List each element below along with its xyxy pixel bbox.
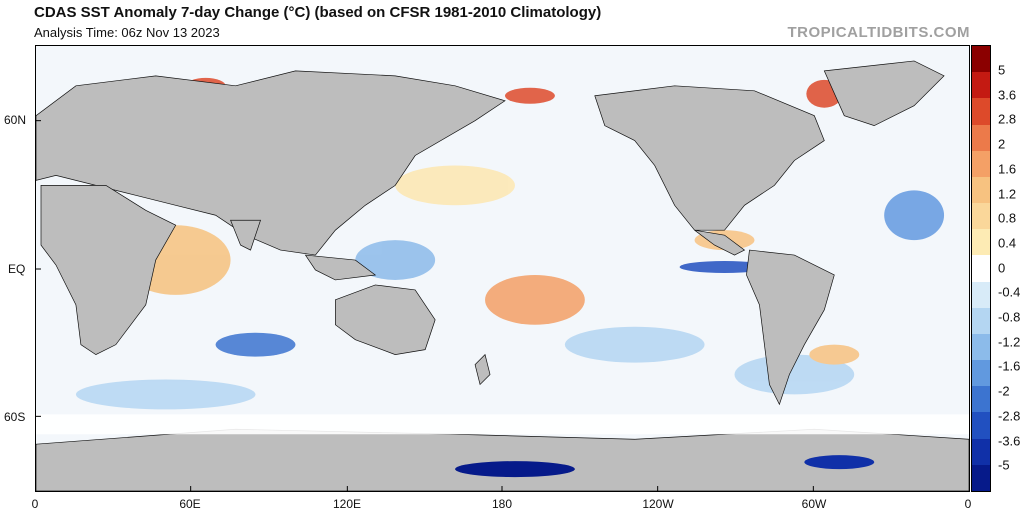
colorbar-tick-label: -2.8 <box>998 408 1021 424</box>
lon-label-120w: 120W <box>642 497 674 511</box>
colorbar-segment <box>972 438 990 466</box>
colorbar-segment <box>972 229 990 256</box>
colorbar-tick-label: -2 <box>998 383 1010 399</box>
colorbar-segment <box>972 98 990 126</box>
weddell-anomaly <box>804 455 875 470</box>
colorbar-segment <box>972 124 990 152</box>
colorbar-tick-label: 1.2 <box>998 186 1017 201</box>
colorbar-segment <box>972 150 990 178</box>
colorbar-tick-label: 0.8 <box>998 210 1017 226</box>
colorbar-tick-label: -1.2 <box>998 334 1021 350</box>
colorbar-tick-label: -1.6 <box>998 358 1021 374</box>
anomaly-field <box>75 77 945 410</box>
colorbar-tick-label: 0.4 <box>998 235 1017 251</box>
colorbar-tick-label: 5 <box>998 62 1006 78</box>
sst-anomaly-map <box>35 45 970 492</box>
colorbar-tick-label: 2 <box>998 136 1006 152</box>
colorbar-tick-label: -0.4 <box>998 284 1021 300</box>
colorbar-segment <box>972 333 990 361</box>
analysis-time: Analysis Time: 06z Nov 13 2023 <box>34 25 220 40</box>
lat-label-60s: 60S <box>4 410 26 424</box>
colorbar-tick-label: 2.8 <box>998 111 1017 127</box>
colorbar-segment <box>972 464 990 492</box>
colorbar-segment <box>972 176 990 204</box>
colorbar-segment <box>972 386 990 413</box>
colorbar-segment <box>972 46 990 73</box>
colorbar-segment <box>972 203 990 230</box>
colorbar-tick-label: -0.8 <box>998 309 1021 325</box>
map-title: CDAS SST Anomaly 7-day Change (°C) (base… <box>34 4 602 21</box>
colorbar-tick-label: -3.6 <box>998 433 1021 448</box>
lat-label-eq: EQ <box>8 262 26 276</box>
colorbar-segment <box>972 412 990 440</box>
site-watermark: TROPICALTIDBITS.COM <box>787 24 970 41</box>
colorbar-segment <box>972 307 990 335</box>
colorbar-tick-label: 3.6 <box>998 87 1017 103</box>
colorbar-tick-label: 1.6 <box>998 161 1017 177</box>
colorbar-tick-label: -5 <box>998 457 1010 473</box>
lon-label-60w: 60W <box>801 497 827 511</box>
colorbar-segment <box>972 255 990 283</box>
colorbar-segment <box>972 281 990 309</box>
lon-label-0: 0 <box>31 497 39 511</box>
lat-label-60n: 60N <box>4 113 27 127</box>
colorbar-segment <box>972 72 990 99</box>
lon-label-120e: 120E <box>332 497 362 511</box>
colorbar-segment <box>972 360 990 387</box>
lon-label-180: 180 <box>491 497 513 511</box>
lon-label-60e: 60E <box>179 497 201 511</box>
lon-label-0-east: 0 <box>964 497 972 511</box>
colorbar-tick-label: 0 <box>998 260 1006 276</box>
land <box>36 60 969 491</box>
colorbar <box>971 45 991 492</box>
ross-sea-anomaly <box>455 461 575 478</box>
